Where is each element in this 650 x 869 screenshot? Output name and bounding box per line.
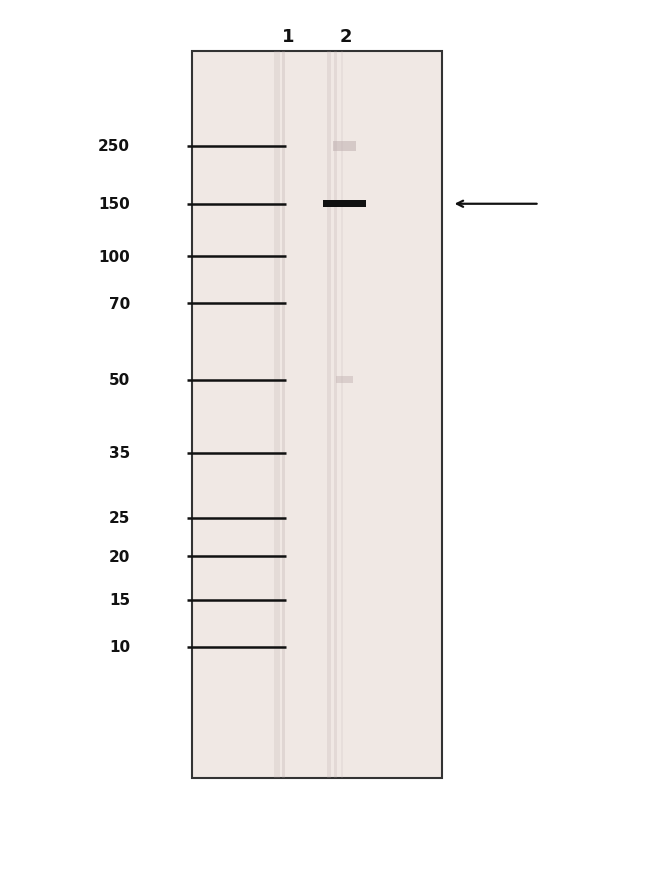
Bar	[334, 52, 337, 778]
Text: 150: 150	[98, 197, 130, 212]
Bar	[274, 52, 280, 778]
Text: 35: 35	[109, 446, 130, 461]
Text: 1: 1	[282, 28, 294, 45]
Text: 100: 100	[98, 249, 130, 264]
Text: 10: 10	[109, 640, 130, 654]
Bar	[322, 201, 367, 209]
Text: 70: 70	[109, 296, 130, 311]
Bar	[192, 52, 442, 778]
Bar	[336, 377, 352, 383]
Bar	[333, 142, 356, 151]
Text: 2: 2	[339, 28, 352, 45]
Text: 50: 50	[109, 373, 130, 388]
Bar	[327, 52, 332, 778]
Bar	[341, 52, 343, 778]
Bar	[282, 52, 285, 778]
Text: 250: 250	[98, 139, 130, 154]
Text: 20: 20	[109, 549, 130, 564]
Text: 25: 25	[109, 510, 130, 526]
Text: 15: 15	[109, 593, 130, 607]
